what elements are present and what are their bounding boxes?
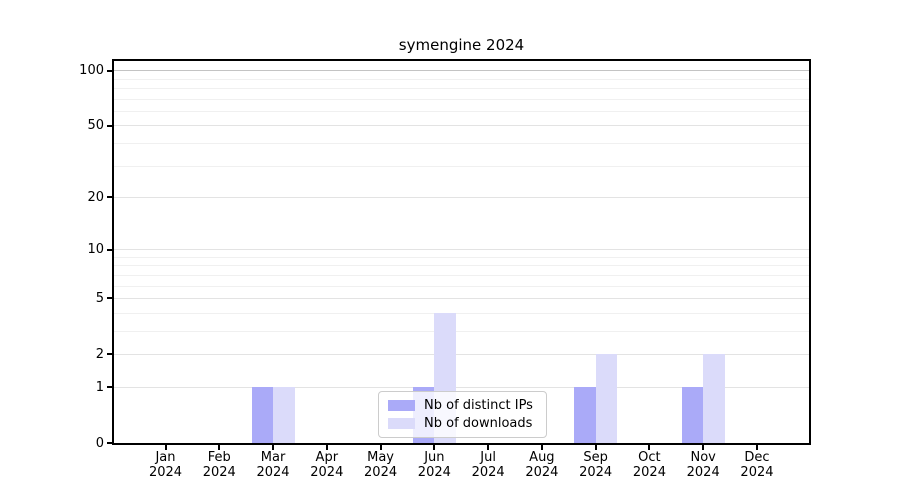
x-tick-mark: [325, 445, 328, 450]
y-tick-mark: [107, 353, 112, 356]
major-gridline: [114, 70, 809, 72]
y-tick-mark: [107, 196, 112, 199]
x-tick-year: 2024: [525, 465, 559, 480]
x-tick-label-sep: Sep 2024: [556, 450, 636, 480]
minor-gridline: [114, 330, 809, 332]
bar-distinct-ips-sep: [574, 387, 596, 443]
bar-downloads-sep: [595, 354, 618, 443]
x-tick-month: Jun: [424, 450, 445, 465]
x-tick-month: Dec: [744, 450, 770, 465]
legend: Nb of distinct IPs Nb of downloads: [378, 391, 547, 438]
plot-area: [112, 59, 811, 445]
major-gridline: [114, 353, 809, 355]
x-tick-mark: [594, 445, 597, 450]
y-tick-label: 10: [87, 242, 104, 258]
minor-gridline: [114, 274, 809, 276]
legend-swatch-distinct-ips: [388, 399, 415, 411]
minor-gridline: [114, 142, 809, 144]
x-tick-year: 2024: [579, 465, 613, 480]
y-tick-label: 0: [95, 435, 104, 451]
x-tick-year: 2024: [417, 465, 451, 480]
x-tick-label-dec: Dec 2024: [717, 450, 797, 480]
minor-gridline: [114, 88, 809, 90]
x-tick-mark: [272, 445, 275, 450]
legend-item-distinct-ips: Nb of distinct IPs: [388, 398, 540, 413]
x-tick-month: Sep: [583, 450, 608, 465]
y-tick-mark: [107, 442, 112, 444]
major-gridline: [114, 249, 809, 251]
x-tick-year: 2024: [310, 465, 344, 480]
y-tick-label: 20: [87, 189, 104, 205]
y-tick-mark: [107, 248, 112, 251]
x-tick-year: 2024: [740, 465, 774, 480]
x-tick-mark: [218, 445, 221, 450]
minor-gridline: [114, 110, 809, 112]
y-tick-label: 50: [87, 118, 104, 134]
x-tick-label-oct: Oct 2024: [609, 450, 689, 480]
x-tick-label-jul: Jul 2024: [448, 450, 528, 480]
x-tick-label-feb: Feb 2024: [179, 450, 259, 480]
legend-label-distinct-ips: Nb of distinct IPs: [424, 397, 533, 413]
bar-downloads-mar: [273, 387, 295, 443]
x-tick-month: Nov: [690, 450, 716, 465]
legend-swatch-downloads: [388, 418, 415, 430]
x-tick-mark: [648, 445, 651, 450]
y-tick-mark: [107, 124, 112, 127]
x-tick-year: 2024: [471, 465, 505, 480]
y-tick-mark: [107, 386, 112, 389]
x-tick-label-apr: Apr 2024: [287, 450, 367, 480]
y-tick-label: 2: [95, 346, 104, 362]
legend-item-downloads: Nb of downloads: [388, 416, 540, 431]
x-tick-mark: [164, 445, 167, 450]
x-tick-year: 2024: [202, 465, 236, 480]
x-tick-label-nov: Nov 2024: [663, 450, 743, 480]
y-tick-mark: [107, 69, 112, 72]
minor-gridline: [114, 265, 809, 267]
legend-label-downloads: Nb of downloads: [424, 416, 533, 432]
major-gridline: [114, 196, 809, 198]
bar-downloads-nov: [703, 354, 725, 443]
x-tick-year: 2024: [632, 465, 666, 480]
x-tick-label-jun: Jun 2024: [394, 450, 474, 480]
x-tick-label-may: May 2024: [341, 450, 421, 480]
x-tick-label-jan: Jan 2024: [126, 450, 206, 480]
x-tick-month: Jan: [155, 450, 176, 465]
minor-gridline: [114, 165, 809, 167]
x-tick-year: 2024: [148, 465, 183, 480]
x-tick-mark: [540, 445, 543, 450]
minor-gridline: [114, 285, 809, 287]
x-tick-month: Mar: [260, 450, 286, 465]
chart-title: symengine 2024: [398, 36, 525, 54]
x-tick-mark: [755, 445, 758, 450]
minor-gridline: [114, 256, 809, 258]
x-tick-month: May: [367, 450, 395, 465]
x-tick-year: 2024: [364, 465, 398, 480]
x-tick-month: Feb: [207, 450, 231, 465]
bar-distinct-ips-nov: [681, 387, 704, 443]
minor-gridline: [114, 312, 809, 314]
minor-gridline: [114, 98, 809, 100]
x-tick-mark: [702, 445, 705, 450]
x-tick-mark: [433, 445, 436, 450]
major-gridline: [114, 297, 809, 299]
x-tick-month: Aug: [529, 450, 555, 465]
bar-distinct-ips-mar: [251, 387, 274, 443]
x-tick-month: Jul: [480, 450, 496, 465]
x-tick-mark: [379, 445, 382, 450]
y-tick-label: 5: [95, 290, 104, 306]
x-tick-year: 2024: [686, 465, 720, 480]
y-tick-mark: [107, 297, 112, 300]
x-tick-month: Oct: [638, 450, 661, 465]
y-tick-label: 1: [95, 379, 104, 395]
x-tick-mark: [487, 445, 490, 450]
major-gridline: [114, 125, 809, 127]
y-tick-label: 100: [79, 63, 104, 79]
minor-gridline: [114, 78, 809, 80]
x-tick-year: 2024: [256, 465, 290, 480]
x-tick-label-mar: Mar 2024: [233, 450, 313, 480]
major-gridline: [114, 386, 809, 388]
x-tick-month: Apr: [315, 450, 339, 465]
x-tick-label-aug: Aug 2024: [502, 450, 582, 480]
